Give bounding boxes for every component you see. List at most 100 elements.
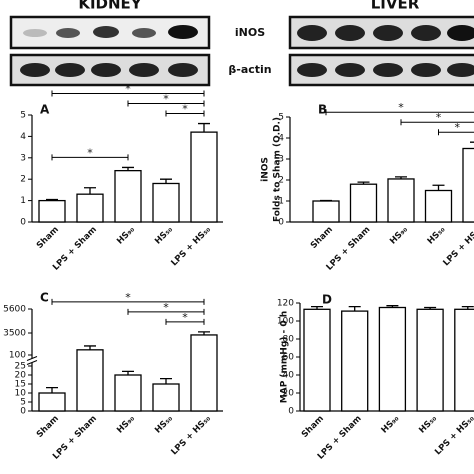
actin-label: β-actin bbox=[228, 63, 271, 76]
axis-break-mark bbox=[26, 360, 38, 365]
bar bbox=[416, 308, 444, 412]
y-tick-label: 40 bbox=[283, 371, 295, 381]
significance-bracket bbox=[51, 154, 129, 161]
error-bar bbox=[386, 305, 399, 308]
y-tick-label: 1 bbox=[278, 197, 284, 207]
error-bar bbox=[424, 306, 437, 310]
error-bar bbox=[357, 181, 370, 185]
y-tick-label: 60 bbox=[283, 353, 295, 363]
error-bar bbox=[84, 187, 96, 195]
significance-star: * bbox=[436, 111, 442, 124]
x-tick-label: HS₉₀ bbox=[115, 225, 137, 247]
y-tick-label: 3500 bbox=[3, 329, 26, 339]
significance-bracket bbox=[165, 110, 205, 117]
error-bar bbox=[198, 331, 210, 335]
y-tick-label: 0 bbox=[20, 218, 26, 228]
bar bbox=[349, 183, 378, 223]
significance-star: * bbox=[163, 301, 169, 314]
x-tick-label: Sham bbox=[35, 225, 61, 251]
panel-letter: B bbox=[318, 103, 327, 117]
bar bbox=[341, 310, 369, 412]
significance-star: * bbox=[125, 291, 131, 304]
error-bar bbox=[46, 198, 58, 201]
x-tick-label: LPS + HS₅₀ bbox=[169, 225, 213, 269]
y-tick-label: 5 bbox=[20, 111, 26, 121]
y-axis-label: Folds to Sham (O.D.) bbox=[273, 117, 283, 222]
liver-blots bbox=[288, 15, 474, 87]
y-tick-label: 0 bbox=[278, 218, 284, 228]
bar bbox=[190, 131, 218, 223]
y-tick-label: 2 bbox=[20, 175, 26, 185]
y-tick-label: 3 bbox=[20, 153, 26, 163]
x-tick-label: LPS + HS₅₀ bbox=[433, 414, 474, 458]
bar bbox=[76, 349, 104, 412]
significance-star: * bbox=[455, 121, 461, 134]
y-tick-label: 2 bbox=[278, 176, 284, 186]
y-tick-label: 4 bbox=[20, 132, 26, 142]
y-axis-label: iNOS bbox=[261, 157, 271, 182]
significance-bracket bbox=[127, 308, 205, 315]
error-bar bbox=[311, 305, 323, 310]
x-tick-label: HS₅₀ bbox=[417, 414, 439, 436]
significance-bracket bbox=[400, 119, 474, 126]
significance-bracket bbox=[127, 100, 205, 107]
y-tick-label: 100 bbox=[277, 317, 294, 327]
y-tick-label: 100 bbox=[9, 351, 26, 361]
significance-bracket bbox=[438, 129, 474, 136]
liver-header: LIVER bbox=[371, 0, 420, 13]
x-tick-label: HS₅₀ bbox=[426, 225, 448, 247]
panel-letter: D bbox=[322, 293, 332, 307]
significance-star: * bbox=[87, 146, 93, 159]
significance-bracket bbox=[165, 318, 205, 325]
y-tick-label: 5 bbox=[278, 113, 284, 123]
y-axis-label: MAP (mmHg) - 0 h bbox=[280, 311, 290, 403]
error-bar bbox=[432, 184, 445, 191]
x-tick-label: HS₉₀ bbox=[388, 225, 410, 247]
bar bbox=[76, 193, 104, 223]
x-tick-label: HS₉₀ bbox=[115, 414, 137, 436]
significance-star: * bbox=[182, 311, 188, 324]
error-bar bbox=[160, 377, 172, 384]
error-bar bbox=[122, 166, 134, 171]
x-tick-label: HS₅₀ bbox=[153, 414, 175, 436]
y-tick-label: 15 bbox=[15, 380, 26, 390]
x-tick-label: HS₅₀ bbox=[153, 225, 175, 247]
y-tick-label: 3 bbox=[278, 155, 284, 165]
bar bbox=[312, 200, 340, 223]
error-bar bbox=[84, 345, 96, 350]
y-tick-label: 0 bbox=[20, 407, 26, 417]
y-tick-label: 20 bbox=[283, 389, 295, 399]
error-bar bbox=[461, 305, 474, 310]
y-tick-label: 4 bbox=[278, 134, 284, 144]
significance-star: * bbox=[398, 101, 404, 114]
error-bar bbox=[470, 141, 474, 143]
x-tick-label: LPS + HS₅₀ bbox=[169, 414, 213, 458]
bar bbox=[424, 189, 453, 223]
bar bbox=[303, 308, 331, 412]
error-bar bbox=[198, 122, 210, 133]
x-tick-label: Sham bbox=[300, 414, 326, 440]
bar bbox=[190, 334, 218, 412]
y-tick-label: 5600 bbox=[3, 305, 26, 315]
panel-letter: A bbox=[40, 103, 50, 117]
bar bbox=[114, 169, 142, 223]
significance-star: * bbox=[182, 103, 188, 116]
y-tick-label: 0 bbox=[288, 407, 294, 417]
kidney-blots bbox=[9, 15, 211, 87]
x-tick-label: Sham bbox=[35, 414, 61, 440]
x-tick-label: Sham bbox=[309, 225, 335, 251]
x-tick-label: HS₉₀ bbox=[380, 414, 402, 436]
inos-label: iNOS bbox=[235, 26, 265, 39]
panel-letter: C bbox=[40, 291, 49, 305]
kidney-header: KIDNEY bbox=[78, 0, 142, 13]
bar bbox=[38, 199, 66, 223]
axis-break bbox=[28, 358, 36, 363]
significance-bracket bbox=[51, 90, 205, 97]
y-tick-label: 120 bbox=[277, 299, 294, 309]
y-tick-label: 80 bbox=[283, 335, 295, 345]
bar bbox=[38, 392, 66, 412]
significance-star: * bbox=[163, 93, 169, 106]
error-bar bbox=[348, 305, 361, 312]
bar bbox=[152, 383, 180, 412]
